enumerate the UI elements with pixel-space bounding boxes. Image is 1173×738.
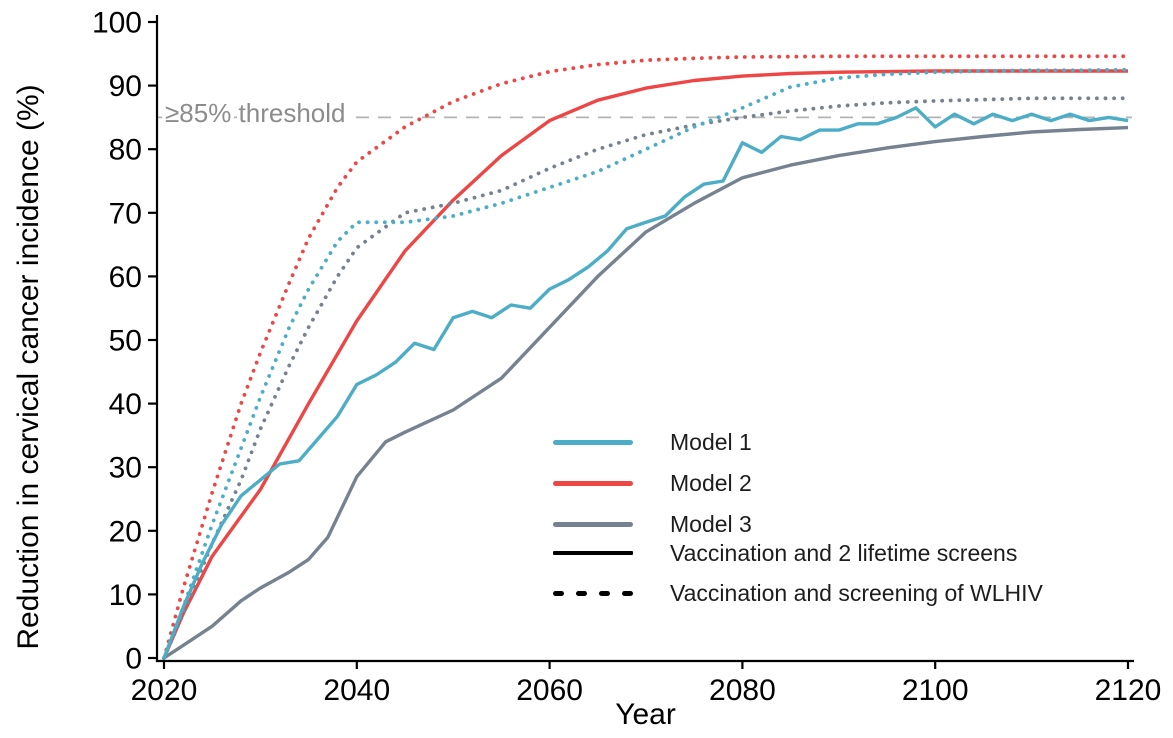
x-tick-label: 2040: [323, 674, 390, 707]
legend-label-model-3: Model 3: [670, 510, 752, 537]
legend-item-scenario-dotted: Vaccination and screening of WLHIV: [553, 579, 1043, 606]
legend-swatch-dotted-line: [553, 590, 633, 596]
y-tick-label: 20: [109, 515, 142, 548]
series-model-1-solid-line: [162, 106, 1129, 659]
x-tick-label: 2080: [709, 674, 776, 707]
legend-label-scenario-dotted: Vaccination and screening of WLHIV: [670, 579, 1043, 606]
legend-swatch-model-3-line: [553, 521, 633, 527]
legend-item-model-2: Model 2: [553, 469, 752, 496]
x-tick-label: 2120: [1095, 674, 1162, 707]
y-tick-label: 60: [109, 261, 142, 294]
y-axis-title: Reduction in cervical cancer incidence (…: [12, 84, 45, 650]
legend-label-model-2: Model 2: [670, 469, 752, 496]
legend: Model 1 Model 2 Model 3 Vaccination and …: [553, 428, 1113, 620]
legend-label-scenario-solid: Vaccination and 2 lifetime screens: [670, 539, 1018, 566]
threshold-label: ≥85% threshold: [165, 98, 346, 128]
legend-swatch-model-2-line: [553, 480, 633, 486]
legend-label-model-1: Model 1: [670, 428, 752, 455]
x-tick-label: 2060: [516, 674, 583, 707]
legend-item-scenario-solid: Vaccination and 2 lifetime screens: [553, 539, 1018, 566]
y-tick-label: 100: [92, 7, 142, 40]
legend-swatch-solid-line: [553, 551, 633, 555]
y-tick-label: 30: [109, 452, 142, 485]
y-tick-label: 90: [109, 70, 142, 103]
legend-swatch-model-1-line: [553, 439, 633, 445]
x-tick-label: 2020: [131, 674, 198, 707]
y-tick-label: 80: [109, 134, 142, 167]
series-model-1-dotted-line: [162, 67, 1130, 660]
y-tick-label: 10: [109, 579, 142, 612]
legend-item-model-3: Model 3: [553, 510, 752, 537]
series-model-3-solid-line: [163, 125, 1129, 660]
y-tick-label: 70: [109, 197, 142, 230]
y-tick-label: 40: [109, 388, 142, 421]
series-model-3-dotted-line: [162, 96, 1130, 660]
y-tick-label: 0: [125, 643, 142, 676]
series-model-2-dotted-line: [162, 54, 1130, 660]
legend-item-model-1: Model 1: [553, 428, 752, 455]
x-axis-title: Year: [615, 698, 676, 731]
y-tick-label: 50: [109, 325, 142, 358]
x-tick-label: 2100: [902, 674, 969, 707]
